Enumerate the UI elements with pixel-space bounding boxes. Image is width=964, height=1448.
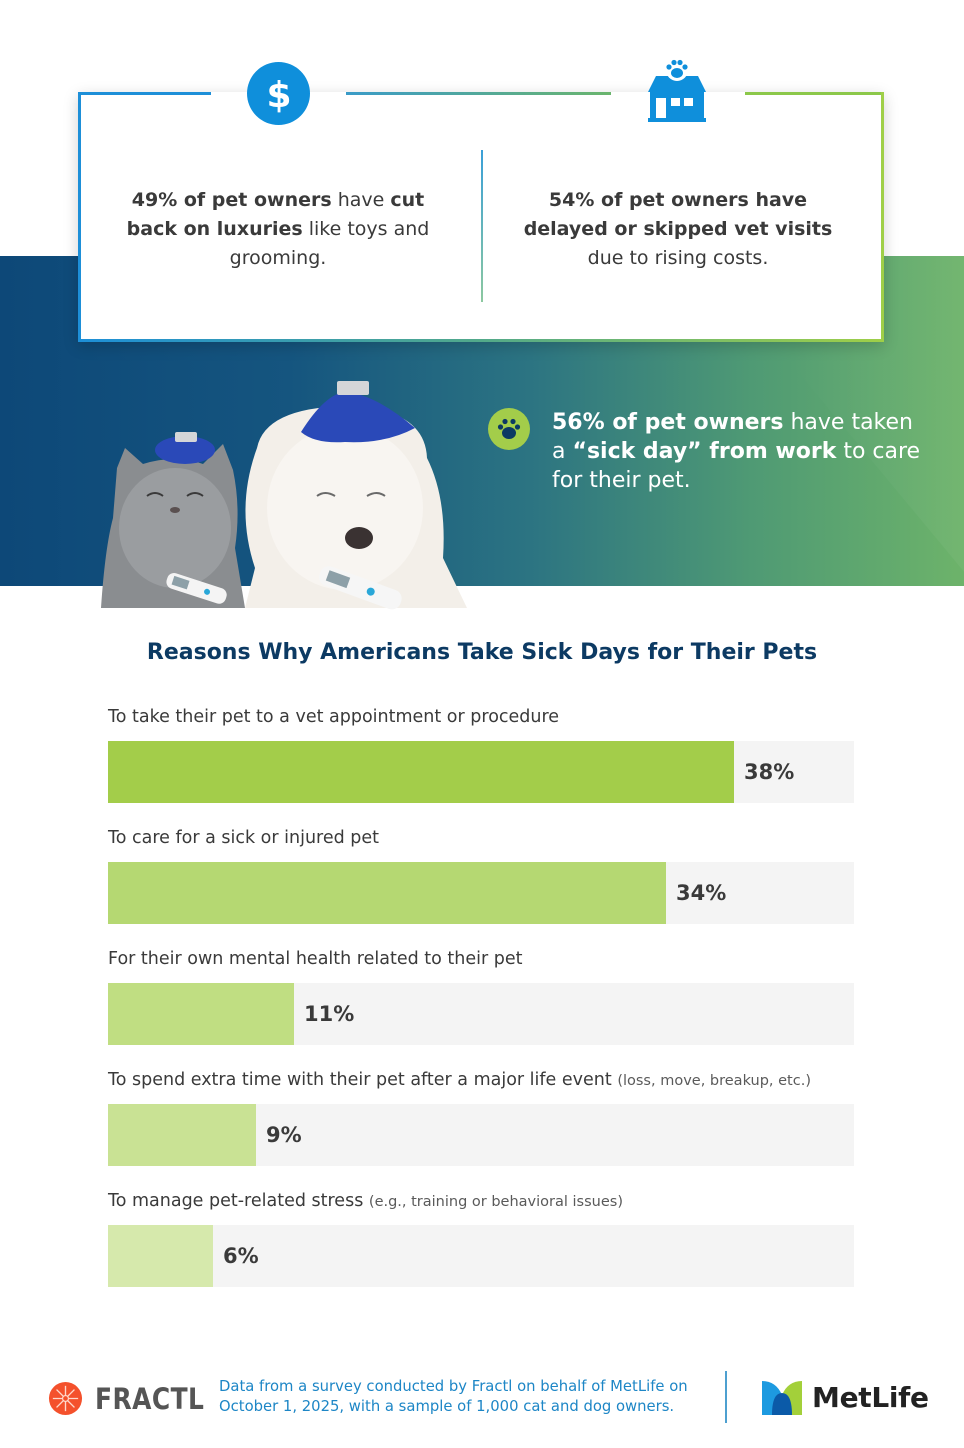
- footer: FRACTL Data from a survey conducted by F…: [0, 1365, 964, 1427]
- chart-row: To spend extra time with their pet after…: [108, 1067, 854, 1188]
- chart-title: Reasons Why Americans Take Sick Days for…: [146, 640, 818, 665]
- bar-label: To manage pet-related stress (e.g., trai…: [108, 1191, 623, 1211]
- bar-value: 11%: [304, 1002, 355, 1026]
- source-note: Data from a survey conducted by Fractl o…: [219, 1378, 688, 1415]
- dollar-icon: $: [247, 62, 310, 125]
- bar-fill: [108, 862, 666, 924]
- stats-card: $ 49% of pet owners have cut back on lux…: [78, 59, 884, 342]
- stat-cut-back-luxuries: 49% of pet owners have cut back on luxur…: [126, 189, 430, 269]
- metlife-logo: MetLife: [762, 1379, 929, 1415]
- bar-label: To spend extra time with their pet after…: [108, 1070, 811, 1090]
- bar-track: 6%: [108, 1225, 854, 1287]
- kitten-image: [101, 432, 245, 608]
- bar-track: 34%: [108, 862, 854, 924]
- bar-value: 9%: [266, 1123, 302, 1147]
- bar-fill: [108, 1225, 213, 1287]
- fractl-snowflake-icon: [48, 1381, 83, 1416]
- stats-divider: [481, 150, 483, 302]
- footer-divider: [725, 1371, 727, 1423]
- bar-label: To take their pet to a vet appointment o…: [108, 707, 560, 727]
- vet-clinic-paw-icon: [648, 58, 706, 124]
- chart-row: To manage pet-related stress (e.g., trai…: [108, 1188, 854, 1309]
- sick-pets-illustration: [95, 378, 475, 614]
- bar-fill: [108, 1104, 256, 1166]
- paw-icon: [488, 408, 530, 450]
- chart-row: For their own mental health related to t…: [108, 946, 854, 1067]
- bar-chart: To take their pet to a vet appointment o…: [108, 704, 854, 1309]
- bar-track: 9%: [108, 1104, 854, 1166]
- stat-skipped-vet-visits: 54% of pet owners have delayed or skippe…: [523, 189, 833, 269]
- bar-track: 11%: [108, 983, 854, 1045]
- bar-label: To care for a sick or injured pet: [108, 828, 380, 848]
- bar-fill: [108, 983, 294, 1045]
- svg-text:$: $: [266, 75, 291, 114]
- stat-sick-day: 56% of pet owners have taken a “sick day…: [552, 410, 921, 493]
- metlife-m-icon: [762, 1381, 802, 1415]
- bar-value: 34%: [676, 881, 727, 905]
- fractl-logo: FRACTL: [48, 1381, 222, 1416]
- bar-track: 38%: [108, 741, 854, 803]
- bar-label: For their own mental health related to t…: [108, 949, 523, 969]
- bar-fill: [108, 741, 734, 803]
- bar-value: 6%: [223, 1244, 259, 1268]
- chart-row: To take their pet to a vet appointment o…: [108, 704, 854, 825]
- puppy-image: [245, 381, 467, 610]
- bar-value: 38%: [744, 760, 795, 784]
- chart-row: To care for a sick or injured pet 34%: [108, 825, 854, 946]
